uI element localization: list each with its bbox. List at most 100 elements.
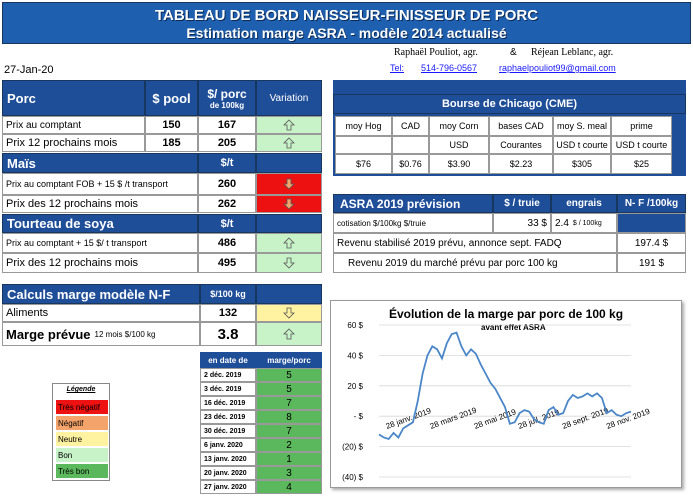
history-row-marge: 2	[256, 438, 322, 452]
author-name-1: Raphaël Pouliot, agr.	[394, 47, 478, 58]
chart-xtick-label: 28 janv. 2019	[385, 406, 433, 431]
asra-col-engrais: engrais	[551, 194, 617, 213]
history-row-date: 27 janv. 2020	[200, 480, 256, 494]
cme-unit-5: USD t courte	[611, 136, 672, 154]
history-row-marge: 8	[256, 410, 322, 424]
legend-item: Très négatif	[56, 400, 108, 414]
chart-ytick-label: (20) $	[342, 443, 363, 452]
porc-row-0-porc: 167	[198, 116, 256, 134]
mais-row-0-label: Prix au comptant FOB + 15 $ /t transport	[2, 173, 198, 195]
soya-header-spacer	[256, 214, 322, 233]
mais-row-1-trend	[256, 195, 322, 213]
asra-col-truie: $ / truie	[493, 194, 551, 213]
history-row-date: 13 janv. 2020	[200, 452, 256, 466]
porc-row-1-label: Prix 12 prochains mois	[2, 134, 145, 152]
cme-value-1: $0.76	[392, 154, 429, 174]
arrow-down-icon	[283, 178, 295, 190]
soya-row-0-label: Prix au comptant + 15 $/ t transport	[2, 233, 198, 253]
asra-revenu-marche-label: Revenu 2019 du marché prévu par porc 100…	[333, 253, 617, 273]
history-row-date: 6 janv. 2020	[200, 438, 256, 452]
soya-unit: $/t	[198, 214, 256, 233]
calculs-marge-cell: Marge prévue 12 mois $/100 kg	[2, 322, 200, 346]
history-row-marge: 3	[256, 466, 322, 480]
cme-unit-0	[335, 136, 392, 154]
legend-item: Neutre	[56, 432, 108, 446]
report-date: 27-Jan-20	[4, 64, 54, 76]
cme-value-4: $305	[553, 154, 611, 174]
history-row-marge: 4	[256, 480, 322, 494]
arrow-up-icon	[283, 328, 295, 340]
porc-row-0-trend	[256, 116, 322, 134]
cme-value-5: $25	[611, 154, 672, 174]
chart-xtick-label: 28 mars 2019	[429, 406, 479, 431]
history-col-marge: marge/porc	[256, 352, 322, 368]
porc-row-1-porc: 205	[198, 134, 256, 152]
margin-chart: Évolution de la marge par porc de 100 kg…	[330, 300, 682, 488]
asra-revenu-stab-label: Revenu stabilisé 2019 prévu, annonce sep…	[333, 233, 617, 253]
cme-unit-1	[392, 136, 429, 154]
legend-title: Légende	[66, 386, 96, 393]
chart-title: Évolution de la marge par porc de 100 kg	[388, 307, 624, 321]
asra-revenu-stab-value: 197.4 $	[617, 233, 686, 253]
history-row-marge: 7	[256, 424, 322, 438]
arrow-up-icon	[283, 119, 295, 131]
asra-cotisation-engrais: 2.4	[555, 217, 569, 229]
mais-header: Maïs	[2, 153, 198, 173]
soya-row-0-trend	[256, 233, 322, 253]
history-row-date: 30 déc. 2019	[200, 424, 256, 438]
porc-row-1-trend	[256, 134, 322, 152]
soya-row-0-value: 486	[198, 233, 256, 253]
calculs-unit: $/100 kg	[200, 284, 256, 304]
tel-link[interactable]: 514-796-0567	[421, 63, 478, 73]
cme-top-band	[333, 80, 686, 94]
cme-col-0: moy Hog	[335, 116, 392, 136]
chart-ytick-label: - $	[354, 412, 364, 421]
history-col-date: en date de	[200, 352, 256, 368]
arrow-down-icon	[283, 257, 295, 269]
asra-header: ASRA 2019 prévision	[333, 194, 493, 213]
chart-ytick-label: 20 $	[347, 382, 363, 391]
calculs-marge-trend	[256, 322, 322, 346]
asra-cotisation-label: cotisation $/100kg $/truie	[333, 213, 493, 233]
mais-row-1-label: Prix des 12 prochains mois	[2, 195, 198, 213]
chart-plot: 60 $ 40 $ 20 $ - $ (20) $ (40) $ 28 janv. 2019…	[342, 321, 652, 482]
cme-col-5: prime	[611, 116, 672, 136]
cme-value-0: $76	[335, 154, 392, 174]
mais-row-1-value: 262	[198, 195, 256, 213]
cme-value-3: $2.23	[489, 154, 553, 174]
legend-item: Négatif	[56, 416, 108, 430]
title-line1: TABLEAU DE BORD NAISSEUR-FINISSEUR DE PO…	[154, 7, 539, 24]
soya-row-1-label: Prix des 12 prochains mois	[2, 253, 198, 273]
legend-item: Bon	[56, 448, 108, 462]
cme-header: Bourse de Chicago (CME)	[333, 94, 686, 114]
email-link[interactable]: raphaelpouliot99@gmail.com	[499, 63, 616, 73]
history-row-date: 2 déc. 2019	[200, 368, 256, 382]
legend-box: Légende Très négatif Négatif Neutre Bon Très…	[52, 383, 110, 481]
dashboard-title: TABLEAU DE BORD NAISSEUR-FINISSEUR DE PO…	[2, 2, 691, 44]
cme-col-2: moy Corn	[429, 116, 489, 136]
history-row-date: 16 déc. 2019	[200, 396, 256, 410]
cme-unit-3: Courantes	[489, 136, 553, 154]
history-row-marge: 5	[256, 368, 322, 382]
tel-label: Tel:	[390, 63, 405, 73]
porc-col-porc-line1: $/ porc	[207, 86, 247, 101]
mais-row-0-trend	[256, 173, 322, 195]
soya-row-1-value: 495	[198, 253, 256, 273]
arrow-up-icon	[283, 237, 295, 249]
calculs-aliments-value: 132	[200, 304, 256, 322]
chart-ytick-label: (40) $	[342, 473, 363, 482]
calculs-marge-value: 3.8	[200, 322, 256, 346]
arrow-down-icon	[283, 198, 295, 210]
history-row-date: 23 déc. 2019	[200, 410, 256, 424]
cme-col-3: bases CAD	[489, 116, 553, 136]
chart-ytick-label: 60 $	[347, 321, 363, 330]
chart-ytick-label: 40 $	[347, 351, 363, 360]
chart-xtick-label: 28 sept. 2019	[561, 406, 610, 431]
author-amp: &	[510, 47, 517, 58]
calculs-header-spacer	[256, 284, 322, 304]
cme-unit-2: USD	[429, 136, 489, 154]
calculs-header: Calculs marge modèle N-F	[2, 284, 200, 304]
arrow-up-icon	[283, 137, 295, 149]
porc-col-variation: Variation	[256, 80, 322, 116]
calculs-marge-sub: 12 mois $/100 kg	[94, 329, 156, 339]
